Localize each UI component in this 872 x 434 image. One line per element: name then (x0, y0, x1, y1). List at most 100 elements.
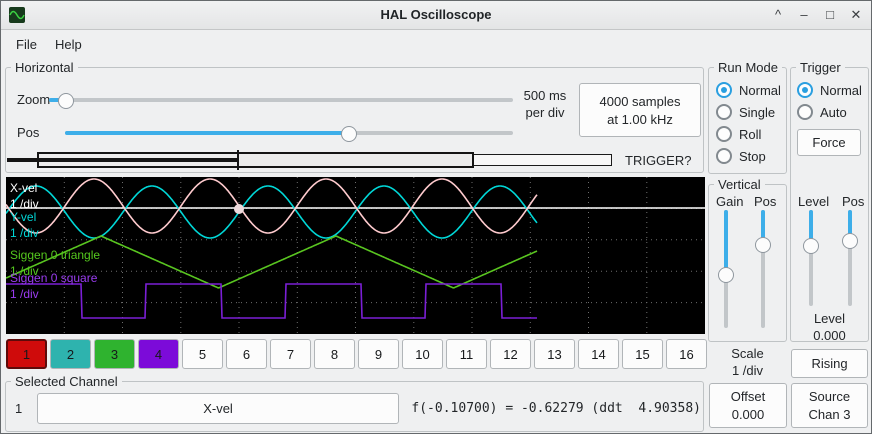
horizontal-group: Horizontal (5, 60, 704, 173)
channel-button-7[interactable]: 7 (270, 339, 311, 369)
pos-label: Pos (17, 125, 40, 140)
menu-file[interactable]: File (16, 37, 37, 52)
channel-name-button[interactable]: X-vel (37, 393, 399, 424)
pos-slider[interactable] (65, 124, 513, 142)
horizontal-group-title: Horizontal (15, 60, 74, 75)
samples-button[interactable]: 4000 samples at 1.00 kHz (579, 83, 701, 137)
zoom-slider[interactable] (49, 91, 513, 109)
pos-slider-handle[interactable] (341, 126, 358, 142)
window-controls: ^ – □ ✕ (771, 7, 863, 23)
edge-button-label: Rising (811, 356, 848, 371)
force-button-label: Force (812, 135, 846, 150)
radio-label: Auto (820, 104, 847, 120)
zoom-slider-handle[interactable] (57, 93, 74, 109)
channel-button-5[interactable]: 5 (182, 339, 223, 369)
radio-option-stop[interactable]: Stop (716, 145, 781, 167)
window-title: HAL Oscilloscope (380, 7, 492, 22)
timebase-line1: 500 ms (523, 88, 567, 103)
slider-groove (809, 210, 813, 306)
slider-fill (809, 210, 813, 246)
slider-groove (848, 210, 852, 306)
edge-button[interactable]: Rising (791, 349, 868, 378)
channel-button-14[interactable]: 14 (578, 339, 619, 369)
titlebar[interactable]: HAL Oscilloscope ^ – □ ✕ (1, 1, 871, 30)
radio-label: Stop (739, 148, 766, 164)
scope-display[interactable]: X-vel 1 /div Y-vel 1 /div Siggen 0 triangle 1… (5, 177, 705, 334)
channel-button-2[interactable]: 2 (50, 339, 91, 369)
trigger-mode-options: Normal Auto (797, 79, 862, 123)
channel-name-label: X-vel (203, 401, 233, 416)
menu-help[interactable]: Help (54, 37, 82, 52)
slider-groove (761, 210, 765, 328)
scope-canvas (5, 177, 705, 334)
channel-button-3[interactable]: 3 (94, 339, 135, 369)
channel-button-10[interactable]: 10 (402, 339, 443, 369)
run-mode-group: Run Mode (708, 60, 787, 174)
force-button[interactable]: Force (797, 129, 861, 156)
channel-button-15[interactable]: 15 (622, 339, 663, 369)
slider-fill (761, 210, 765, 244)
channel-button-6[interactable]: 6 (226, 339, 267, 369)
radio-option-auto[interactable]: Auto (797, 101, 862, 123)
selected-channel-group: Selected Channel (5, 374, 704, 432)
radio-icon (716, 148, 732, 164)
channel-button-1[interactable]: 1 (6, 339, 47, 369)
timebase-readout: 500 ms per div (515, 87, 575, 121)
pre-trigger-line (7, 158, 238, 162)
gain-slider[interactable] (717, 210, 735, 328)
trigger-pos-slider[interactable] (841, 210, 859, 306)
maximize-icon[interactable]: □ (826, 7, 834, 22)
trigger-level-readout-label: Level (813, 311, 846, 326)
function-readout: f(-0.10700) = -0.62279 (ddt 4.90358) (411, 401, 701, 416)
offset-button-label: Offset (730, 389, 766, 404)
trigger-pos-slider-handle[interactable] (842, 233, 858, 250)
radio-label: Single (739, 104, 776, 120)
trigger-level-readout: Level 0.000 (790, 310, 869, 344)
radio-icon (716, 82, 732, 98)
radio-icon (716, 126, 732, 142)
channel-button-4[interactable]: 4 (138, 339, 179, 369)
radio-icon (797, 104, 813, 120)
channel-button-13[interactable]: 13 (534, 339, 575, 369)
channel-button-11[interactable]: 11 (446, 339, 487, 369)
menubar: File Help (1, 30, 871, 59)
close-icon[interactable]: ✕ (850, 7, 862, 22)
radio-icon (716, 104, 732, 120)
radio-option-normal[interactable]: Normal (797, 79, 862, 101)
slider-fill (848, 210, 852, 241)
channel-button-12[interactable]: 12 (490, 339, 531, 369)
slider-fill (65, 131, 350, 135)
vertical-pos-slider-handle[interactable] (755, 236, 771, 253)
channel-button-8[interactable]: 8 (314, 339, 355, 369)
trigger-level-slider[interactable] (802, 210, 820, 306)
channel-button-16[interactable]: 16 (666, 339, 707, 369)
trigger-group: Trigger (790, 60, 869, 342)
zoom-label: Zoom (17, 92, 51, 107)
slider-groove (49, 98, 513, 102)
radio-option-normal[interactable]: Normal (716, 79, 781, 101)
source-button[interactable]: Source Chan 3 (791, 383, 868, 428)
run-mode-options: Normal Single Roll Stop (716, 79, 781, 167)
selected-channel-group-title: Selected Channel (15, 374, 118, 389)
samples-line2: at 1.00 kHz (607, 111, 673, 127)
radio-option-single[interactable]: Single (716, 101, 781, 123)
radio-option-roll[interactable]: Roll (716, 123, 781, 145)
vertical-pos-slider[interactable] (754, 210, 772, 328)
vertical-group-title: Vertical (718, 177, 761, 192)
channel-button-9[interactable]: 9 (358, 339, 399, 369)
radio-label: Roll (739, 126, 762, 142)
trigger-group-title: Trigger (800, 60, 841, 75)
minimize-icon[interactable]: – (800, 7, 808, 22)
app-icon (9, 7, 25, 23)
vertical-group: Vertical (708, 177, 787, 342)
gain-slider-handle[interactable] (718, 267, 734, 284)
trigger-level-readout-value: 0.000 (813, 328, 846, 343)
source-button-label: Source (808, 389, 851, 404)
keep-above-icon[interactable]: ^ (774, 7, 782, 22)
samples-line1: 4000 samples (599, 93, 681, 109)
trigger-position-marker[interactable] (237, 150, 239, 170)
trigger-level-slider-handle[interactable] (803, 238, 819, 255)
offset-button[interactable]: Offset 0.000 (709, 383, 787, 428)
trigger-pos-header: Pos (842, 194, 865, 209)
